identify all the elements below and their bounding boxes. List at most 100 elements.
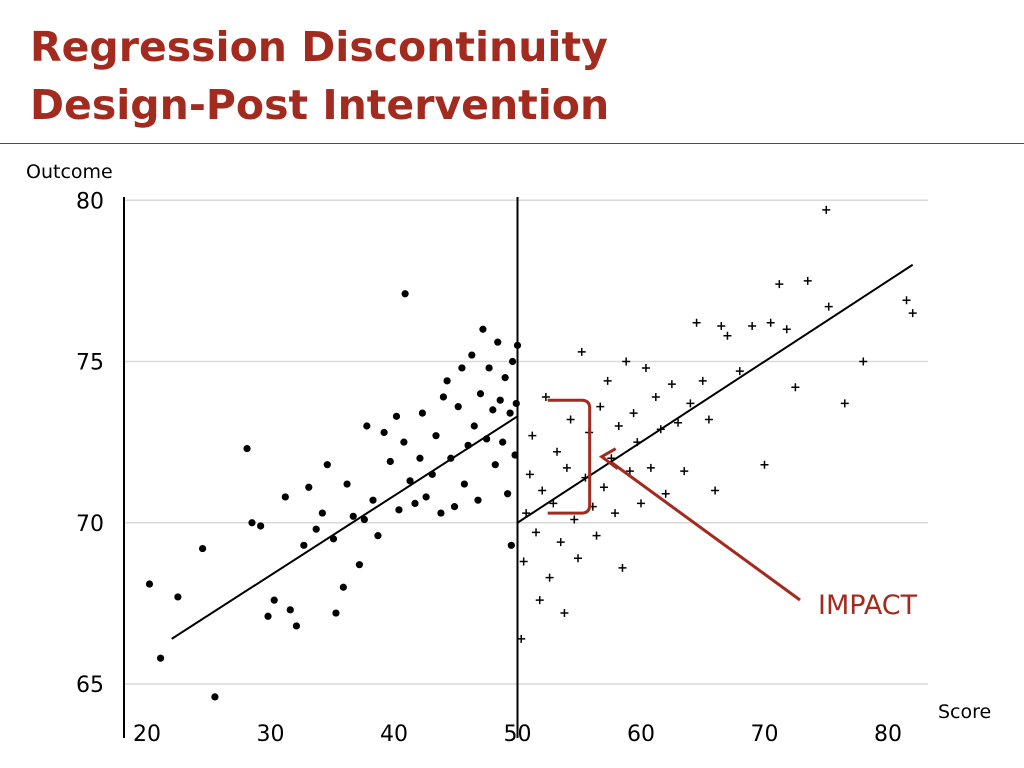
dot-point: [400, 438, 408, 446]
dot-point: [349, 512, 357, 520]
plus-point: [560, 609, 569, 618]
plus-point: [680, 467, 689, 476]
dot-point: [416, 454, 424, 462]
plus-point: [535, 596, 544, 605]
plus-point: [661, 489, 670, 498]
plus-point: [902, 296, 911, 305]
plus-point: [651, 392, 660, 401]
fit-line-left: [171, 415, 519, 640]
axes: [123, 197, 519, 738]
dot-point: [270, 596, 278, 604]
x-tick-label: 40: [380, 722, 408, 747]
plus-point: [545, 573, 554, 582]
plus-point: [637, 499, 645, 508]
dot-point: [454, 403, 462, 411]
plus-point: [577, 347, 586, 356]
x-tick-label: 30: [257, 722, 285, 747]
dot-point: [494, 338, 502, 346]
dot-point: [491, 461, 499, 469]
dot-point: [145, 580, 154, 588]
dot-point: [369, 496, 377, 504]
dot-point: [332, 609, 340, 617]
title-line-2: Design-Post Intervention: [30, 81, 610, 129]
dot-point: [360, 515, 368, 524]
plus-point: [692, 318, 701, 327]
dot-point: [476, 390, 485, 398]
dot-point: [437, 509, 445, 517]
y-tick-label: 75: [76, 351, 104, 376]
dot-point: [496, 396, 504, 404]
plus-point: [824, 302, 833, 311]
dot-point: [243, 444, 251, 453]
dot-point: [489, 406, 497, 414]
dot-point: [248, 519, 256, 527]
title-line-1: Regression Discontinuity: [30, 23, 608, 71]
plus-point: [566, 415, 575, 424]
dot-point: [401, 290, 409, 298]
plus-point: [592, 531, 601, 540]
plus-point: [519, 557, 528, 566]
dot-point: [380, 428, 388, 437]
plus-point: [840, 399, 849, 408]
plus-point: [822, 205, 831, 214]
dot-point: [286, 606, 294, 614]
x-tick-label: 80: [874, 722, 902, 747]
plus-point: [766, 318, 775, 327]
plus-point: [748, 322, 757, 331]
impact-arrow-icon: [598, 447, 619, 470]
impact-annotation: IMPACT: [547, 398, 918, 621]
x-tick-label: 20: [133, 722, 161, 747]
dot-point: [411, 499, 419, 507]
plus-point: [611, 509, 620, 518]
plus-point: [553, 447, 562, 456]
fit-line-right: [516, 263, 914, 524]
data-points: [145, 205, 917, 701]
dot-point: [264, 612, 272, 620]
dot-point: [504, 490, 512, 498]
dot-point: [460, 480, 468, 488]
dot-point: [501, 374, 509, 382]
dot-point: [257, 522, 265, 530]
y-tick-label: 70: [76, 512, 104, 537]
plus-point: [614, 422, 623, 430]
dot-point: [485, 364, 493, 372]
plus-point: [723, 331, 732, 340]
plus-point: [803, 276, 812, 285]
x-tick-label: 50: [504, 722, 532, 747]
plus-point: [541, 392, 550, 401]
plus-point: [528, 431, 537, 440]
title-divider: [0, 143, 1024, 144]
plus-point: [859, 357, 868, 366]
dot-point: [363, 422, 371, 430]
plus-point: [686, 399, 695, 408]
dot-point: [343, 480, 351, 488]
gridlines: [124, 199, 928, 685]
plus-point: [791, 383, 800, 392]
impact-bracket: [547, 398, 592, 515]
dot-point: [406, 477, 414, 485]
dot-point: [323, 461, 331, 469]
dot-point: [292, 622, 301, 630]
dot-point: [318, 509, 326, 517]
dot-point: [468, 351, 476, 359]
dot-point: [508, 357, 517, 366]
y-tick-label: 80: [76, 189, 104, 214]
plus-point: [674, 418, 683, 427]
dot-point: [392, 412, 401, 420]
dot-point: [300, 541, 308, 549]
dot-point: [511, 451, 519, 459]
dot-point: [474, 496, 482, 504]
dot-point: [418, 409, 427, 417]
plus-point: [908, 309, 917, 318]
dot-point: [312, 525, 320, 533]
impact-arrow-line: [610, 461, 801, 602]
plus-point: [775, 280, 784, 289]
plus-point: [574, 554, 583, 563]
dot-point: [422, 493, 430, 501]
dot-point: [386, 457, 394, 466]
dot-point: [198, 544, 207, 553]
slide-title: Regression Discontinuity Design-Post Int…: [30, 18, 609, 134]
dot-point: [355, 561, 364, 569]
dot-point: [395, 506, 403, 514]
